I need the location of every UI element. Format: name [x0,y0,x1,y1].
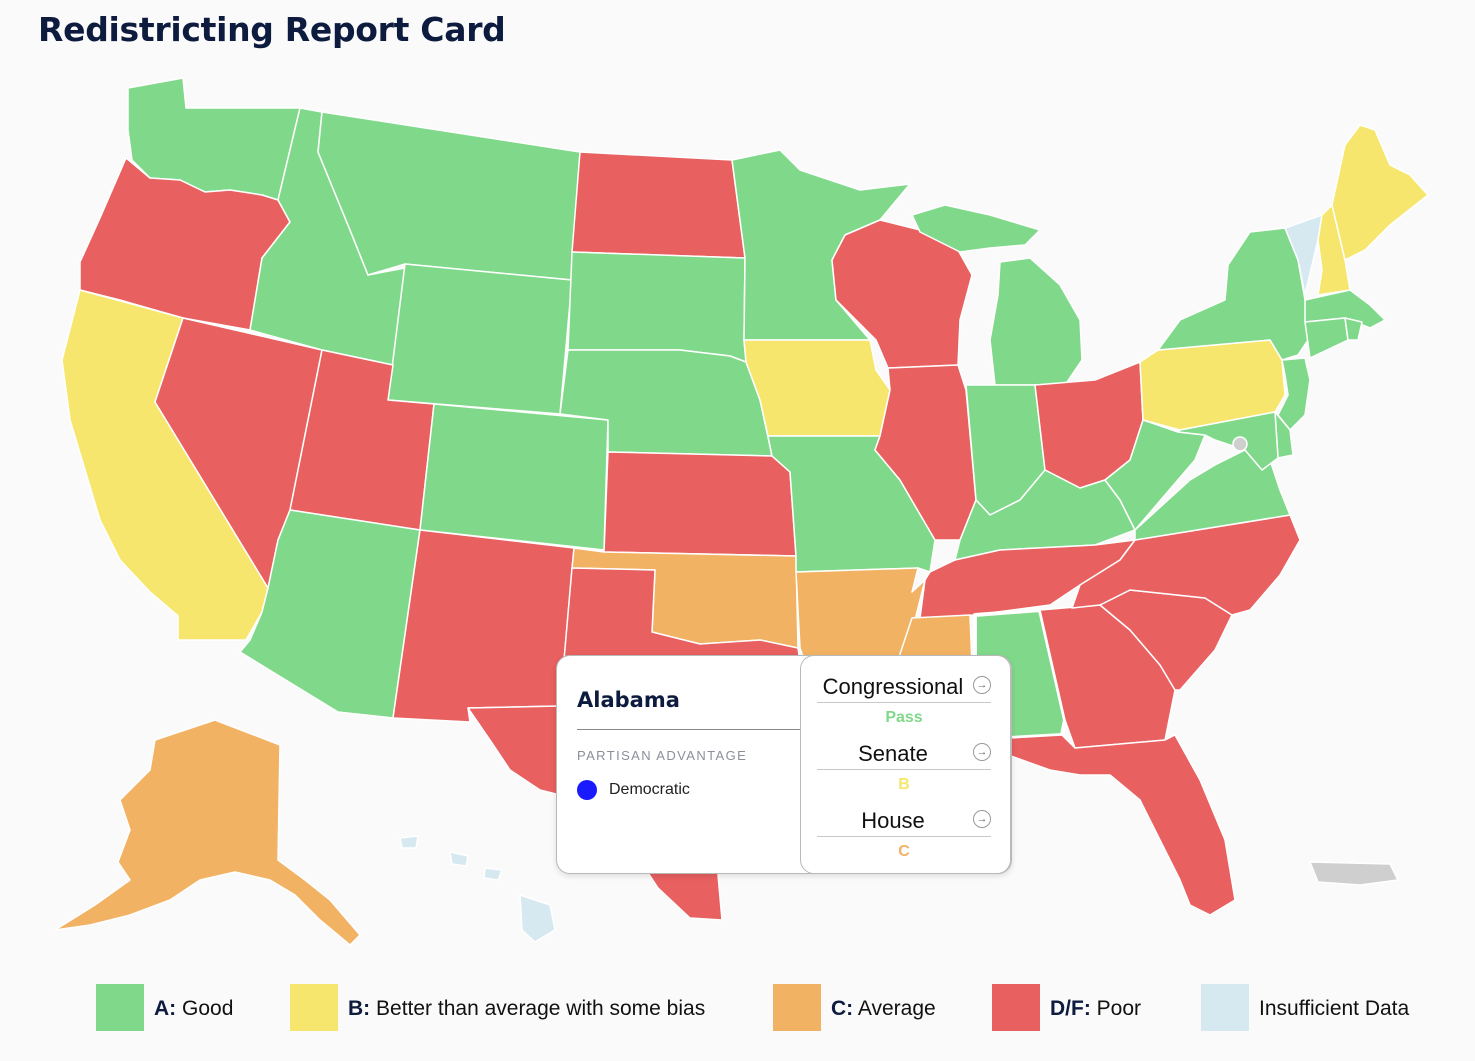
legend-grade: D/F: [1050,997,1091,1020]
legend-swatch [992,984,1040,1031]
chamber-label: House [861,808,925,833]
state-iowa: Iowa [743,339,891,437]
page-title: Redistricting Report Card [38,10,506,49]
state-rhode-island: Rhode Island [1344,317,1363,341]
tooltip-summary: Alabama PARTISAN ADVANTAGE Democratic [557,656,801,873]
arrow-right-icon[interactable]: → [973,743,991,761]
chamber-house[interactable]: House → C [817,802,991,861]
state-wisconsin: Wisconsin [831,219,973,369]
legend-swatch [773,984,821,1031]
state-new-mexico: New Mexico [392,529,575,723]
legend-label: Better than average with some bias [376,997,706,1020]
chamber-congressional[interactable]: Congressional → Pass [817,668,991,727]
legend-label: Average [857,997,936,1020]
legend-swatch [290,984,338,1031]
chamber-label: Senate [858,741,928,766]
partisan-advantage-value: Democratic [609,781,690,798]
state-connecticut: Connecticut [1304,317,1349,359]
chamber-grade: B [898,776,910,793]
state-vermont: Vermont [1284,214,1323,296]
state-hawaii: Hawaii [399,835,556,943]
state-north-dakota: North Dakota [571,151,746,259]
chamber-senate[interactable]: Senate → B [817,735,991,794]
chamber-grade: C [898,843,910,860]
state-west-virginia: West Virginia [1104,419,1206,531]
state-illinois: Illinois [874,364,977,541]
legend-label: Poor [1096,997,1142,1020]
chamber-label: Congressional [822,674,964,699]
arrow-right-icon[interactable]: → [973,810,991,828]
state-florida: Florida [1007,734,1236,916]
territory-puerto-rico: Puerto Rico [1309,861,1399,886]
legend-grade: A: [154,997,177,1020]
district-of-columbia: District of Columbia [1232,436,1248,452]
legend-grade: C: [831,997,854,1020]
legend-swatch [1201,984,1249,1031]
state-new-york: New York [1157,227,1309,361]
legend: A: Good B: Better than average with some… [96,984,1426,1032]
arrow-right-icon[interactable]: → [973,676,991,694]
state-tooltip: Alabama PARTISAN ADVANTAGE Democratic Co… [556,655,1012,874]
state-alaska: Alaska [54,719,361,946]
chamber-grades-panel: Congressional → Pass Senate → B House → … [800,655,1011,874]
legend-swatch [96,984,144,1031]
chamber-grade: Pass [885,709,923,726]
state-maine: Maine [1331,124,1429,261]
state-south-dakota: South Dakota [567,251,747,363]
state-kansas: Kansas [603,451,797,557]
democratic-dot-icon [577,780,597,800]
state-colorado: Colorado [419,403,609,551]
legend-grade: B: [348,997,371,1020]
tooltip-state-name: Alabama [577,688,680,712]
state-wyoming: Wyoming [387,263,573,415]
tooltip-divider [577,729,801,730]
state-maryland: Maryland [1177,411,1279,471]
legend-label: Insufficient Data [1259,997,1410,1020]
legend-label: Good [182,997,234,1020]
partisan-advantage-label: PARTISAN ADVANTAGE [577,748,748,763]
